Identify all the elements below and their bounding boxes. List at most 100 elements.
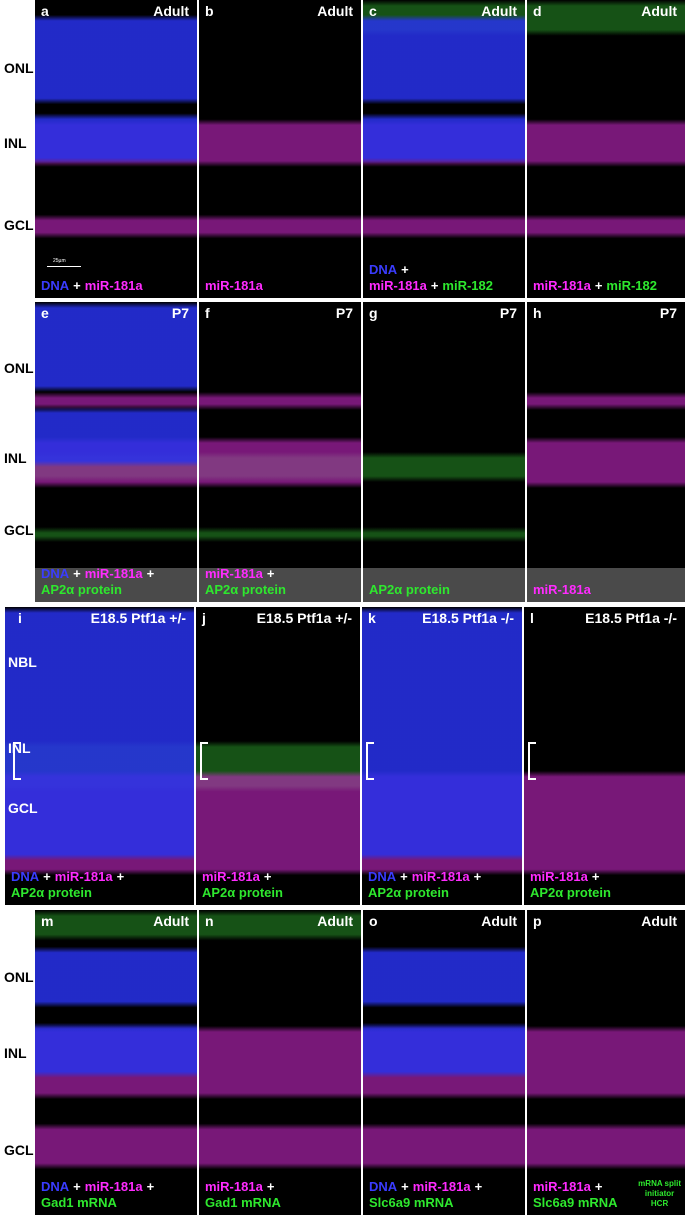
layer-label: NBL bbox=[8, 654, 37, 670]
caption-line: Gad1 mRNA bbox=[41, 1195, 158, 1211]
caption-text: miR-181a bbox=[84, 566, 143, 581]
image-panel: i E18.5 Ptf1a +/- DNA + miR-181a + AP2α protei… bbox=[5, 607, 194, 905]
caption-text: Slc6a9 mRNA bbox=[533, 1195, 618, 1210]
caption: DNA + miR-181a bbox=[41, 278, 147, 294]
image-panel: j E18.5 Ptf1a +/- miR-181a + AP2α protein bbox=[196, 607, 360, 905]
caption-box bbox=[35, 568, 197, 602]
caption-text: AP2α protein bbox=[11, 885, 92, 900]
panel-stage: Adult bbox=[481, 3, 517, 19]
caption: DNA + miR-181a + miR-182 bbox=[369, 262, 497, 294]
bracket bbox=[200, 742, 208, 780]
caption-text: miR-181a bbox=[54, 869, 113, 884]
layer-label: INL bbox=[8, 740, 31, 756]
caption-text: miR-181a bbox=[533, 278, 591, 293]
image-panel: p Adult mRNA split initiator HCR miR-181a + Slc… bbox=[527, 910, 685, 1215]
image-panel: d Adult miR-181a + miR-182 bbox=[527, 0, 685, 298]
layer-label: INL bbox=[4, 450, 27, 466]
scale-bar bbox=[47, 266, 81, 267]
caption-text: + bbox=[73, 278, 81, 293]
layer-label: ONL bbox=[4, 360, 34, 376]
panel-stage: P7 bbox=[171, 305, 189, 321]
caption-text: miR-181a bbox=[411, 869, 470, 884]
panel-letter: e bbox=[41, 305, 49, 321]
caption-text: AP2α protein bbox=[368, 885, 449, 900]
layer-label: GCL bbox=[8, 800, 38, 816]
panel-stage: Adult bbox=[641, 3, 677, 19]
caption: miR-181a + AP2α protein bbox=[205, 566, 290, 598]
panel-letter: l bbox=[530, 610, 534, 626]
caption-text: + bbox=[146, 1179, 155, 1194]
panel-letter: b bbox=[205, 3, 214, 19]
caption: miR-181a + miR-182 bbox=[533, 278, 661, 294]
caption-line: AP2α protein bbox=[368, 885, 485, 901]
caption: miR-181a + Slc6a9 mRNA bbox=[533, 1179, 622, 1211]
caption-text: + bbox=[594, 1179, 603, 1194]
layer-label: GCL bbox=[4, 522, 34, 538]
panel-letter: o bbox=[369, 913, 378, 929]
caption-line: AP2α protein bbox=[11, 885, 128, 901]
panel-stage: Adult bbox=[317, 3, 353, 19]
caption-line: DNA + miR-181a bbox=[41, 278, 147, 294]
caption-box bbox=[527, 568, 685, 602]
caption-line: miR-181a + bbox=[533, 1179, 622, 1195]
caption-text: + bbox=[594, 278, 603, 293]
caption-text: + bbox=[266, 1179, 275, 1194]
caption-text: miR-181a bbox=[205, 566, 263, 581]
caption-line: Gad1 mRNA bbox=[205, 1195, 285, 1211]
caption-box bbox=[363, 568, 525, 602]
layer-label: GCL bbox=[4, 1142, 34, 1158]
caption-line: AP2α protein bbox=[202, 885, 287, 901]
caption-line: Slc6a9 mRNA bbox=[369, 1195, 486, 1211]
caption: miR-181a bbox=[205, 278, 267, 294]
caption-text: + bbox=[73, 566, 81, 581]
caption-line: AP2α protein bbox=[369, 582, 454, 598]
caption-text: miR-181a bbox=[205, 1179, 263, 1194]
caption-text: AP2α protein bbox=[205, 582, 286, 597]
caption-text: miR-181a bbox=[412, 1179, 471, 1194]
panel-stage: E18.5 Ptf1a -/- bbox=[422, 610, 514, 626]
panel-letter: n bbox=[205, 913, 214, 929]
caption-text: Gad1 mRNA bbox=[205, 1195, 281, 1210]
caption-text: DNA bbox=[41, 1179, 70, 1194]
panel-letter: g bbox=[369, 305, 378, 321]
image-panel: a Adult 25µm DNA + miR-181a bbox=[35, 0, 197, 298]
caption: miR-181a + AP2α protein bbox=[202, 869, 287, 901]
image-panel: h P7 miR-181a bbox=[527, 302, 685, 602]
caption-text: + bbox=[146, 566, 155, 581]
caption-text: DNA bbox=[369, 1179, 398, 1194]
caption-line: DNA + miR-181a + bbox=[369, 1179, 486, 1195]
image-panel: k E18.5 Ptf1a -/- DNA + miR-181a + AP2α protei… bbox=[362, 607, 522, 905]
caption-text: + bbox=[473, 869, 482, 884]
caption-line: DNA + miR-181a + bbox=[41, 566, 158, 582]
panel-letter: m bbox=[41, 913, 54, 929]
caption-text: + bbox=[401, 262, 409, 277]
image-panel: m Adult DNA + miR-181a + Gad1 mRNA bbox=[35, 910, 197, 1215]
panel-letter: c bbox=[369, 3, 377, 19]
caption-text: AP2α protein bbox=[202, 885, 283, 900]
image-panel: n Adult miR-181a + Gad1 mRNA bbox=[199, 910, 361, 1215]
panel-stage: P7 bbox=[659, 305, 677, 321]
caption-text: miR-182 bbox=[442, 278, 493, 293]
caption: miR-181a + Gad1 mRNA bbox=[205, 1179, 285, 1211]
caption-text: miR-181a bbox=[84, 278, 143, 293]
caption-text: + bbox=[266, 566, 275, 581]
hcr-note: mRNA split initiator HCR bbox=[638, 1179, 681, 1209]
layer-label: ONL bbox=[4, 60, 34, 76]
caption-text: + bbox=[73, 1179, 81, 1194]
panel-letter: d bbox=[533, 3, 542, 19]
panel-stage: E18.5 Ptf1a +/- bbox=[90, 610, 186, 626]
caption-line: miR-181a bbox=[205, 278, 267, 294]
caption-line: miR-181a + miR-182 bbox=[369, 278, 497, 294]
bracket bbox=[366, 742, 374, 780]
caption-line: miR-181a + bbox=[205, 1179, 285, 1195]
image-panel: l E18.5 Ptf1a -/- miR-181a + AP2α protein bbox=[524, 607, 685, 905]
caption-text: + bbox=[474, 1179, 483, 1194]
caption-text: DNA bbox=[11, 869, 40, 884]
panel-stage: Adult bbox=[481, 913, 517, 929]
caption-line: miR-181a + bbox=[202, 869, 287, 885]
caption-text: miR-181a bbox=[84, 1179, 143, 1194]
caption: AP2α protein bbox=[369, 582, 454, 598]
caption-text: miR-181a bbox=[205, 278, 263, 293]
caption-text: AP2α protein bbox=[41, 582, 122, 597]
